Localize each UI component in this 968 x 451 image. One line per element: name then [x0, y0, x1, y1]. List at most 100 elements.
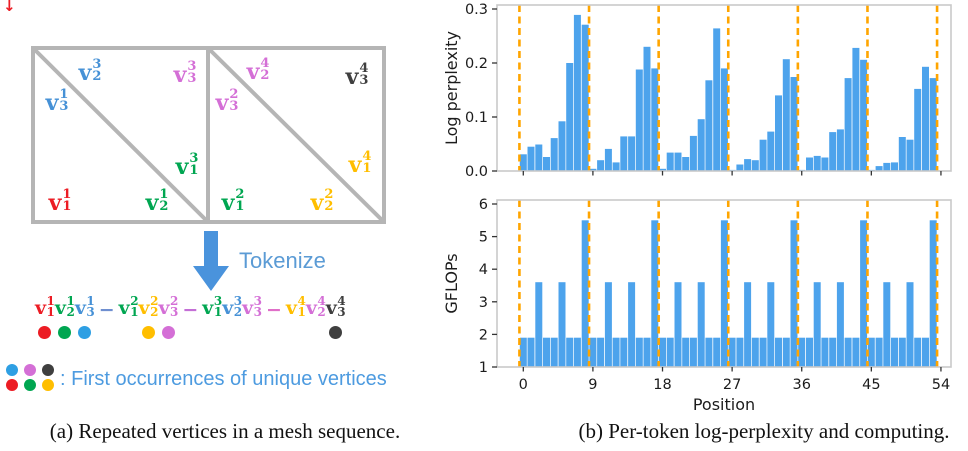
bar [643, 46, 651, 171]
bar [767, 131, 775, 171]
bar [906, 139, 914, 171]
y-tick-label: 1 [479, 360, 488, 376]
bar [744, 159, 752, 171]
vertex-superscript: 1 [159, 187, 169, 202]
down-arrow-icon [193, 231, 229, 291]
vertex-superscript: 1 [66, 294, 75, 308]
bar [558, 282, 566, 367]
bar [612, 337, 620, 367]
x-tick-label: 36 [793, 377, 811, 393]
x-tick-label: 45 [862, 377, 880, 393]
bar [535, 144, 543, 171]
bar [922, 337, 929, 367]
token-sequence: v 1 1 v 1 2 v 1 3− v 2 1 v 2 2 v 2 3− v 3 1 v 3 2 v 3 3− v 4 1 v 4 2 v 4 3 [35, 294, 346, 339]
bar [697, 282, 705, 367]
x-tick-label: 18 [653, 377, 671, 393]
vertex-symbol: v [221, 190, 235, 216]
bar [798, 337, 806, 367]
vertex-superscript: 3 [213, 294, 223, 308]
plot-frame [496, 4, 952, 172]
y-tick-label: 0.0 [465, 164, 488, 180]
vertex-subscript: 2 [233, 305, 243, 320]
vertex-subscript: 1 [297, 305, 306, 320]
bar [566, 337, 574, 367]
vertex-symbol: v [45, 90, 59, 116]
vertex-symbol: v [48, 190, 62, 216]
bar [581, 220, 589, 367]
bar [720, 220, 728, 367]
bar [836, 129, 844, 171]
vertex-symbol: v [285, 297, 297, 319]
y-tick-label: 0.3 [465, 2, 488, 18]
bar [759, 337, 767, 367]
vertex-superscript: 4 [317, 294, 326, 308]
vertex-symbol: v [173, 62, 187, 88]
bar [697, 119, 705, 171]
bar [713, 28, 721, 172]
legend-dot [6, 379, 18, 391]
vertex-superscript: 3 [189, 151, 199, 166]
bar [651, 68, 659, 171]
red-down-arrow-mark: ↓ [3, 0, 16, 15]
vertex-subscript: 1 [62, 199, 72, 215]
bar [922, 66, 929, 171]
vertex-symbol: v [305, 297, 317, 319]
vertex-subscript: 1 [189, 163, 199, 179]
vertex-symbol: v [348, 152, 362, 178]
tokenize-label: Tokenize [239, 248, 326, 273]
bar [891, 337, 898, 367]
dot-placeholder [206, 326, 219, 339]
bar [573, 14, 581, 172]
vertex-superscript: 3 [233, 294, 243, 308]
bar [806, 337, 813, 367]
bar [527, 146, 535, 171]
vertex-symbol: v [175, 154, 189, 180]
bar [914, 88, 922, 171]
bar [821, 157, 829, 171]
bar [550, 138, 558, 171]
vertex-symbol: v [325, 297, 337, 319]
bar [612, 162, 620, 171]
legend-dot [6, 364, 18, 376]
bar [659, 168, 666, 171]
bar [775, 337, 782, 367]
dot-placeholder [246, 326, 259, 339]
y-tick-label: 0.1 [465, 110, 488, 126]
face-boundary-vlines [518, 5, 939, 171]
vertex-superscript: 2 [235, 187, 245, 202]
bar [682, 337, 690, 367]
first-occurrence-dot [142, 325, 155, 339]
bar [759, 139, 767, 171]
bar [689, 337, 697, 367]
bar [589, 337, 597, 367]
bar [829, 337, 837, 367]
first-occurrence-dot [78, 325, 92, 339]
bar [604, 282, 612, 367]
bar [713, 337, 721, 367]
dot-placeholder [226, 326, 239, 339]
bar [852, 337, 860, 367]
